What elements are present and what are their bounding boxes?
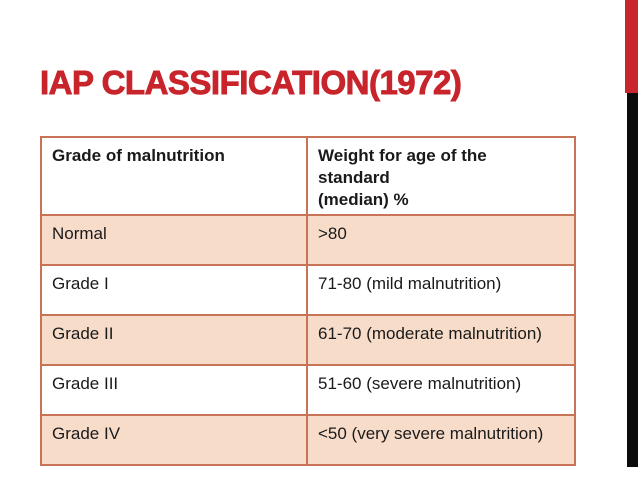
- grade-cell: Grade I: [40, 264, 308, 317]
- grade-cell: Normal: [40, 214, 308, 267]
- table-row-grade-4: Grade IV <50 (very severe malnutrition): [40, 414, 576, 467]
- table-row-grade-3: Grade III 51-60 (severe malnutrition): [40, 364, 576, 417]
- weight-cell: 71-80 (mild malnutrition): [306, 264, 576, 317]
- weight-cell: <50 (very severe malnutrition): [306, 414, 576, 467]
- top-right-red-accent-bar: [625, 0, 638, 93]
- table-row-grade-2: Grade II 61-70 (moderate malnutrition): [40, 314, 576, 367]
- weight-cell: 61-70 (moderate malnutrition): [306, 314, 576, 367]
- table-header-row: Grade of malnutrition Weight for age of …: [40, 135, 576, 217]
- grade-cell: Grade IV: [40, 414, 308, 467]
- slide-title: IAP CLASSIFICATION(1972): [40, 64, 463, 102]
- grade-cell: Grade II: [40, 314, 308, 367]
- table-header-grade: Grade of malnutrition: [40, 135, 308, 217]
- grade-cell: Grade III: [40, 364, 308, 417]
- table-row-normal: Normal >80: [40, 214, 576, 267]
- right-black-accent-bar: [627, 93, 638, 467]
- weight-cell: >80: [306, 214, 576, 267]
- table-header-weight-for-age: Weight for age of the standard (median) …: [306, 135, 576, 217]
- table-row-grade-1: Grade I 71-80 (mild malnutrition): [40, 264, 576, 317]
- malnutrition-table: Grade of malnutrition Weight for age of …: [40, 135, 576, 467]
- weight-cell: 51-60 (severe malnutrition): [306, 364, 576, 417]
